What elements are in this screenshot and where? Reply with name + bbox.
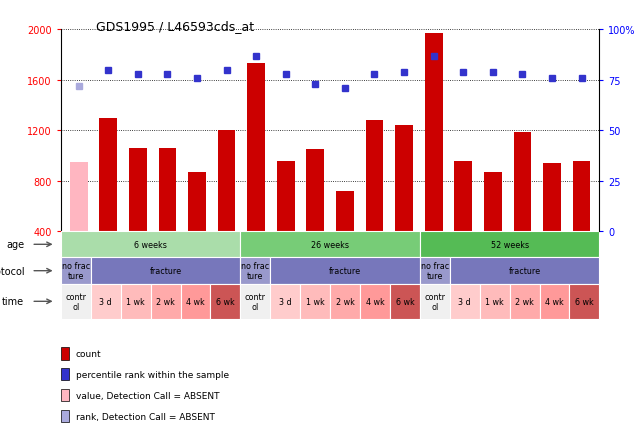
Bar xyxy=(91,258,240,284)
Bar xyxy=(510,284,540,319)
Text: 4 wk: 4 wk xyxy=(186,297,205,306)
Text: fracture: fracture xyxy=(149,266,181,276)
Text: 3 d: 3 d xyxy=(279,297,292,306)
Bar xyxy=(336,191,354,232)
Text: 6 wk: 6 wk xyxy=(216,297,235,306)
Text: 2 wk: 2 wk xyxy=(515,297,534,306)
Bar xyxy=(240,232,420,258)
Bar xyxy=(70,162,88,232)
Bar xyxy=(271,284,300,319)
Text: fracture: fracture xyxy=(508,266,540,276)
Bar xyxy=(300,284,330,319)
Bar xyxy=(240,258,271,284)
Bar xyxy=(425,34,442,232)
Bar xyxy=(91,284,121,319)
Bar xyxy=(569,284,599,319)
Text: contr
ol: contr ol xyxy=(245,292,266,311)
Text: contr
ol: contr ol xyxy=(424,292,445,311)
Text: 6 wk: 6 wk xyxy=(575,297,594,306)
Text: rank, Detection Call = ABSENT: rank, Detection Call = ABSENT xyxy=(76,412,215,421)
Text: 2 wk: 2 wk xyxy=(156,297,175,306)
Text: value, Detection Call = ABSENT: value, Detection Call = ABSENT xyxy=(76,391,219,400)
Text: age: age xyxy=(6,240,24,250)
Bar xyxy=(360,284,390,319)
Text: 4 wk: 4 wk xyxy=(545,297,564,306)
Text: 26 weeks: 26 weeks xyxy=(311,240,349,249)
Text: 3 d: 3 d xyxy=(458,297,471,306)
Bar xyxy=(420,258,450,284)
Text: time: time xyxy=(2,296,24,306)
Bar xyxy=(240,284,271,319)
Bar xyxy=(61,258,91,284)
Bar xyxy=(61,284,91,319)
Bar xyxy=(454,161,472,232)
Bar xyxy=(218,131,235,232)
Text: GDS1995 / L46593cds_at: GDS1995 / L46593cds_at xyxy=(96,20,254,33)
Bar xyxy=(158,148,176,232)
Text: no frac
ture: no frac ture xyxy=(420,261,449,281)
Bar xyxy=(395,126,413,232)
Bar xyxy=(390,284,420,319)
Bar xyxy=(121,284,151,319)
Text: fracture: fracture xyxy=(329,266,361,276)
Bar xyxy=(365,121,383,232)
Bar xyxy=(479,284,510,319)
Bar xyxy=(543,164,561,232)
Bar xyxy=(271,258,420,284)
Text: count: count xyxy=(76,349,101,358)
Text: 6 wk: 6 wk xyxy=(395,297,414,306)
Text: 1 wk: 1 wk xyxy=(485,297,504,306)
Bar xyxy=(450,258,599,284)
Text: 52 weeks: 52 weeks xyxy=(490,240,529,249)
Bar xyxy=(306,150,324,232)
Bar xyxy=(188,172,206,232)
Text: 2 wk: 2 wk xyxy=(336,297,354,306)
Bar xyxy=(484,172,502,232)
Bar xyxy=(572,161,590,232)
Bar xyxy=(277,161,295,232)
Bar xyxy=(247,64,265,232)
Text: no frac
ture: no frac ture xyxy=(241,261,269,281)
Bar xyxy=(151,284,181,319)
Bar xyxy=(129,148,147,232)
Text: contr
ol: contr ol xyxy=(65,292,87,311)
Bar xyxy=(99,118,117,232)
Text: 1 wk: 1 wk xyxy=(306,297,324,306)
Text: no frac
ture: no frac ture xyxy=(62,261,90,281)
Bar xyxy=(210,284,240,319)
Bar xyxy=(450,284,479,319)
Bar xyxy=(420,284,450,319)
Bar xyxy=(330,284,360,319)
Text: 3 d: 3 d xyxy=(99,297,112,306)
Text: 6 weeks: 6 weeks xyxy=(134,240,167,249)
Bar xyxy=(181,284,210,319)
Bar xyxy=(540,284,569,319)
Text: 4 wk: 4 wk xyxy=(365,297,385,306)
Text: protocol: protocol xyxy=(0,266,24,276)
Bar xyxy=(420,232,599,258)
Bar xyxy=(513,132,531,232)
Text: percentile rank within the sample: percentile rank within the sample xyxy=(76,370,229,379)
Bar xyxy=(61,232,240,258)
Text: 1 wk: 1 wk xyxy=(126,297,145,306)
